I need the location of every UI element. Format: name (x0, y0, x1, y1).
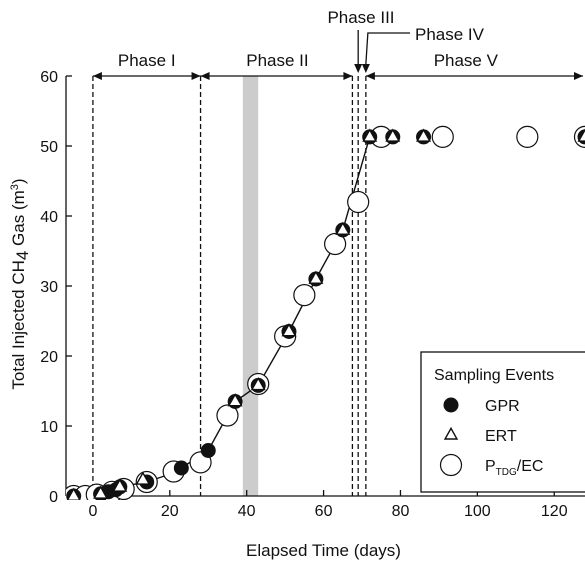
y-tick-label: 10 (40, 419, 58, 436)
ert-point (577, 128, 585, 142)
ert-point (416, 128, 432, 142)
x-tick-label: 0 (88, 503, 97, 520)
ert-point (112, 478, 128, 492)
gpr-point (173, 460, 189, 476)
shaded-band (242, 76, 259, 496)
x-tick-label: 80 (392, 503, 410, 520)
phase-label: Phase II (246, 51, 308, 70)
callout-arrow-head (361, 64, 370, 73)
p-tdg-ec-point (431, 125, 454, 148)
x-tick-label: 60 (315, 503, 333, 520)
y-tick-label: 50 (40, 139, 58, 156)
y-tick-label: 0 (49, 489, 58, 506)
phase-label: Phase III (327, 8, 394, 27)
legend: Sampling Events GPR ERT PTDG/EC (420, 351, 585, 493)
legend-marker (443, 397, 459, 413)
legend-marker (439, 453, 463, 477)
phase-arrow-head (191, 72, 201, 80)
ert-point (308, 270, 324, 284)
data-markers (66, 125, 585, 500)
ert-point (227, 393, 243, 407)
ert-point (385, 128, 401, 142)
injection-curve (73, 136, 371, 497)
x-tick-label: 100 (464, 503, 491, 520)
phase-arrow-head (92, 72, 102, 80)
phase-arrow-head (574, 72, 583, 80)
p-tdg-ec-point (293, 284, 316, 307)
ert-point (250, 376, 266, 391)
p-tdg-ec-point (516, 125, 539, 148)
gpr-point (200, 443, 216, 458)
y-tick-label: 30 (40, 279, 58, 296)
legend-label: ERT (485, 428, 517, 445)
y-tick-label: 20 (40, 349, 58, 366)
ert-point (362, 128, 378, 142)
phase-arrow-head (365, 72, 375, 80)
y-axis-label: Total Injected CH4 Gas (m3) (9, 178, 32, 389)
callout-arrow-head (354, 64, 363, 73)
axes: 0 20 40 60 80 100 120 0 10 20 30 40 50 60 (40, 69, 585, 520)
legend-title: Sampling Events (434, 367, 554, 384)
legend-marker (443, 426, 459, 440)
callout-line (365, 32, 410, 65)
phase-label: Phase I (118, 51, 176, 70)
ert-point (281, 323, 297, 337)
trend-line-layer (73, 136, 371, 497)
y-tick-label: 60 (40, 69, 58, 86)
x-tick-label: 120 (541, 503, 568, 520)
p-tdg-ec-point (324, 232, 347, 256)
phase-arrow-head (343, 72, 353, 80)
x-tick-label: 20 (161, 503, 179, 520)
phase-boundaries (92, 76, 367, 496)
phase-label: Phase V (434, 51, 499, 70)
shaded-band-layer (242, 76, 259, 496)
phase-label: Phase IV (415, 25, 485, 44)
ert-point (93, 485, 109, 499)
p-tdg-ec-point (347, 190, 370, 214)
p-tdg-ec-point (216, 404, 239, 427)
phase-arrow-head (200, 72, 210, 80)
x-tick-label: 40 (238, 503, 256, 520)
y-tick-label: 40 (40, 209, 58, 226)
phase-annotations: Phase I Phase II Phase V Phase III Phase IV (92, 8, 583, 80)
ert-point (66, 487, 81, 500)
legend-label: GPR (485, 398, 520, 415)
axis-labels: Elapsed Time (days) Total Injected CH4 Ga… (9, 178, 401, 560)
legend-label: PTDG/EC (485, 458, 543, 478)
ert-point (135, 471, 151, 485)
ert-point (335, 221, 351, 235)
x-axis-label: Elapsed Time (days) (246, 541, 401, 560)
